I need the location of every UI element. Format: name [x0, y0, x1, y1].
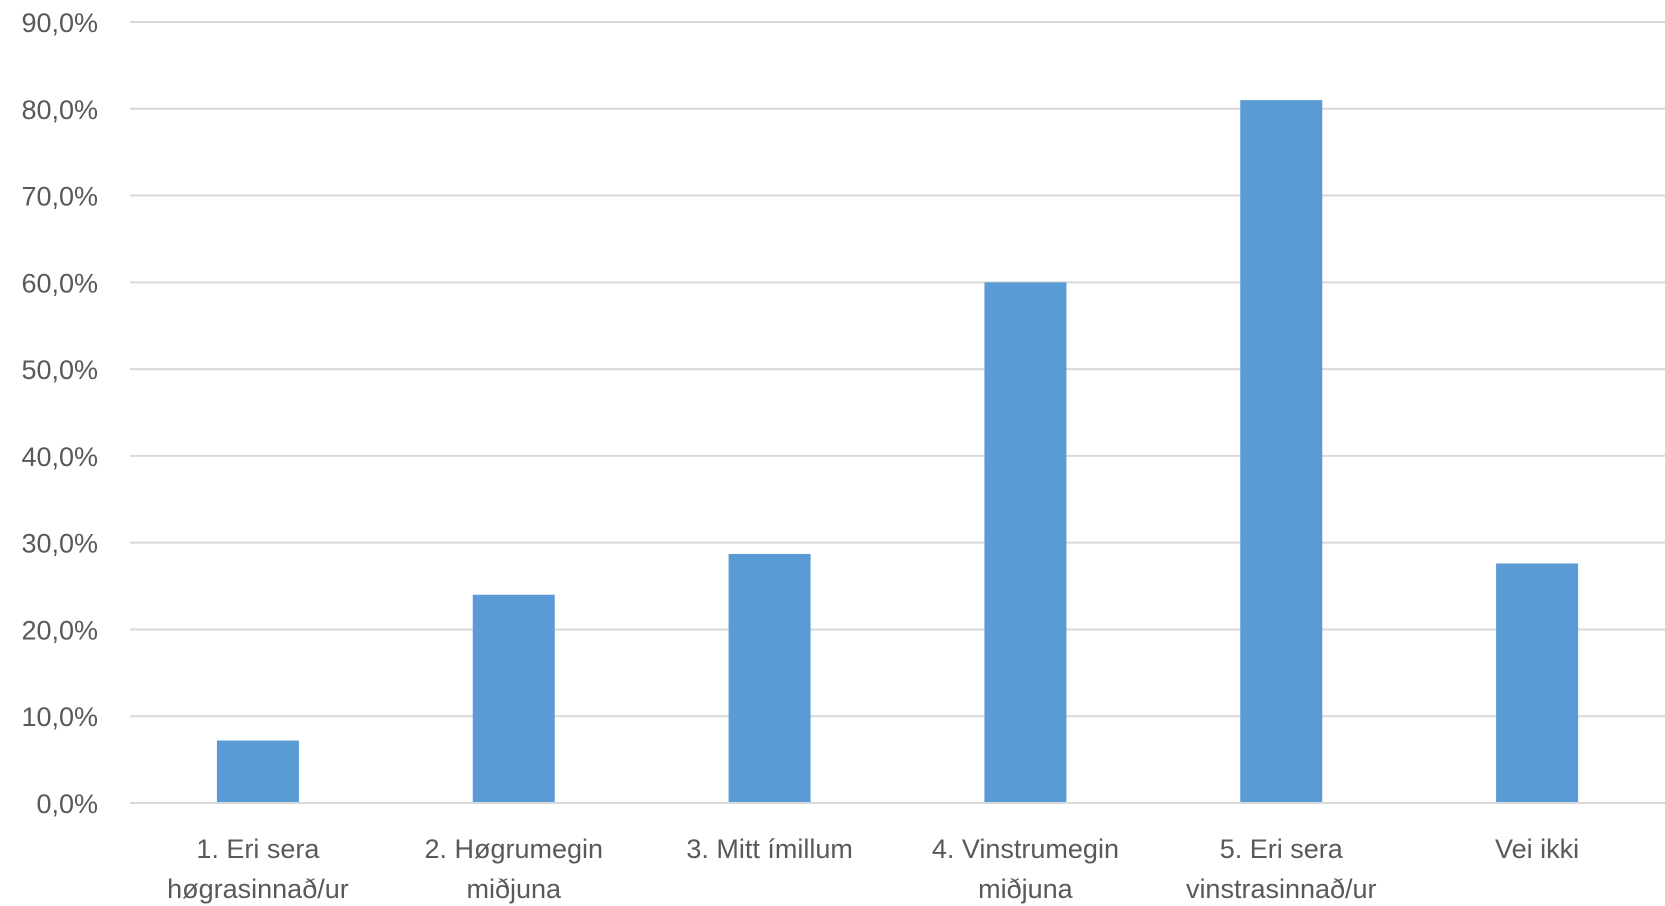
- x-category-label-line: miðjuna: [978, 874, 1074, 904]
- bar: [728, 553, 811, 803]
- x-category-label-line: 4. Vinstrumegin: [932, 834, 1119, 864]
- x-category-label-line: 5. Eri sera: [1220, 834, 1344, 864]
- y-tick-label: 40,0%: [21, 442, 98, 472]
- bar: [472, 594, 555, 803]
- y-tick-label: 50,0%: [21, 355, 98, 385]
- bar: [984, 282, 1067, 803]
- y-tick-label: 70,0%: [21, 182, 98, 212]
- x-category-label-line: 2. Høgrumegin: [424, 834, 603, 864]
- y-tick-label: 60,0%: [21, 268, 98, 298]
- x-category-label-line: høgrasinnað/ur: [167, 874, 349, 904]
- x-axis-category-labels: 1. Eri sera høgrasinnað/ur 2. Høgrumegin mi…: [167, 834, 1579, 904]
- y-tick-label: 10,0%: [21, 702, 98, 732]
- y-tick-label: 0,0%: [36, 789, 98, 819]
- x-category-label-line: 3. Mitt ímillum: [686, 834, 853, 864]
- bar: [1240, 100, 1323, 804]
- y-tick-label: 90,0%: [21, 8, 98, 38]
- bar: [1496, 563, 1579, 803]
- gridlines: [130, 21, 1665, 718]
- bars: [216, 100, 1579, 804]
- x-category-label: 4. Vinstrumegin miðjuna: [932, 834, 1119, 904]
- y-axis-tick-labels: 0,0% 10,0% 20,0% 30,0% 40,0% 50,0% 60,0% 70,0% 8…: [21, 8, 98, 819]
- x-category-label: 2. Høgrumegin miðjuna: [424, 834, 603, 904]
- x-category-label-line: vinstrasinnað/ur: [1186, 874, 1377, 904]
- x-category-label: 5. Eri sera vinstrasinnað/ur: [1186, 834, 1377, 904]
- x-category-label: 3. Mitt ímillum: [686, 834, 853, 864]
- x-category-label: Vei ikki: [1495, 834, 1579, 864]
- y-tick-label: 30,0%: [21, 529, 98, 559]
- x-category-label: 1. Eri sera høgrasinnað/ur: [167, 834, 349, 904]
- bar: [216, 740, 299, 803]
- x-category-label-line: Vei ikki: [1495, 834, 1579, 864]
- x-category-label-line: 1. Eri sera: [196, 834, 320, 864]
- x-category-label-line: miðjuna: [466, 874, 562, 904]
- y-tick-label: 80,0%: [21, 95, 98, 125]
- y-tick-label: 20,0%: [21, 615, 98, 645]
